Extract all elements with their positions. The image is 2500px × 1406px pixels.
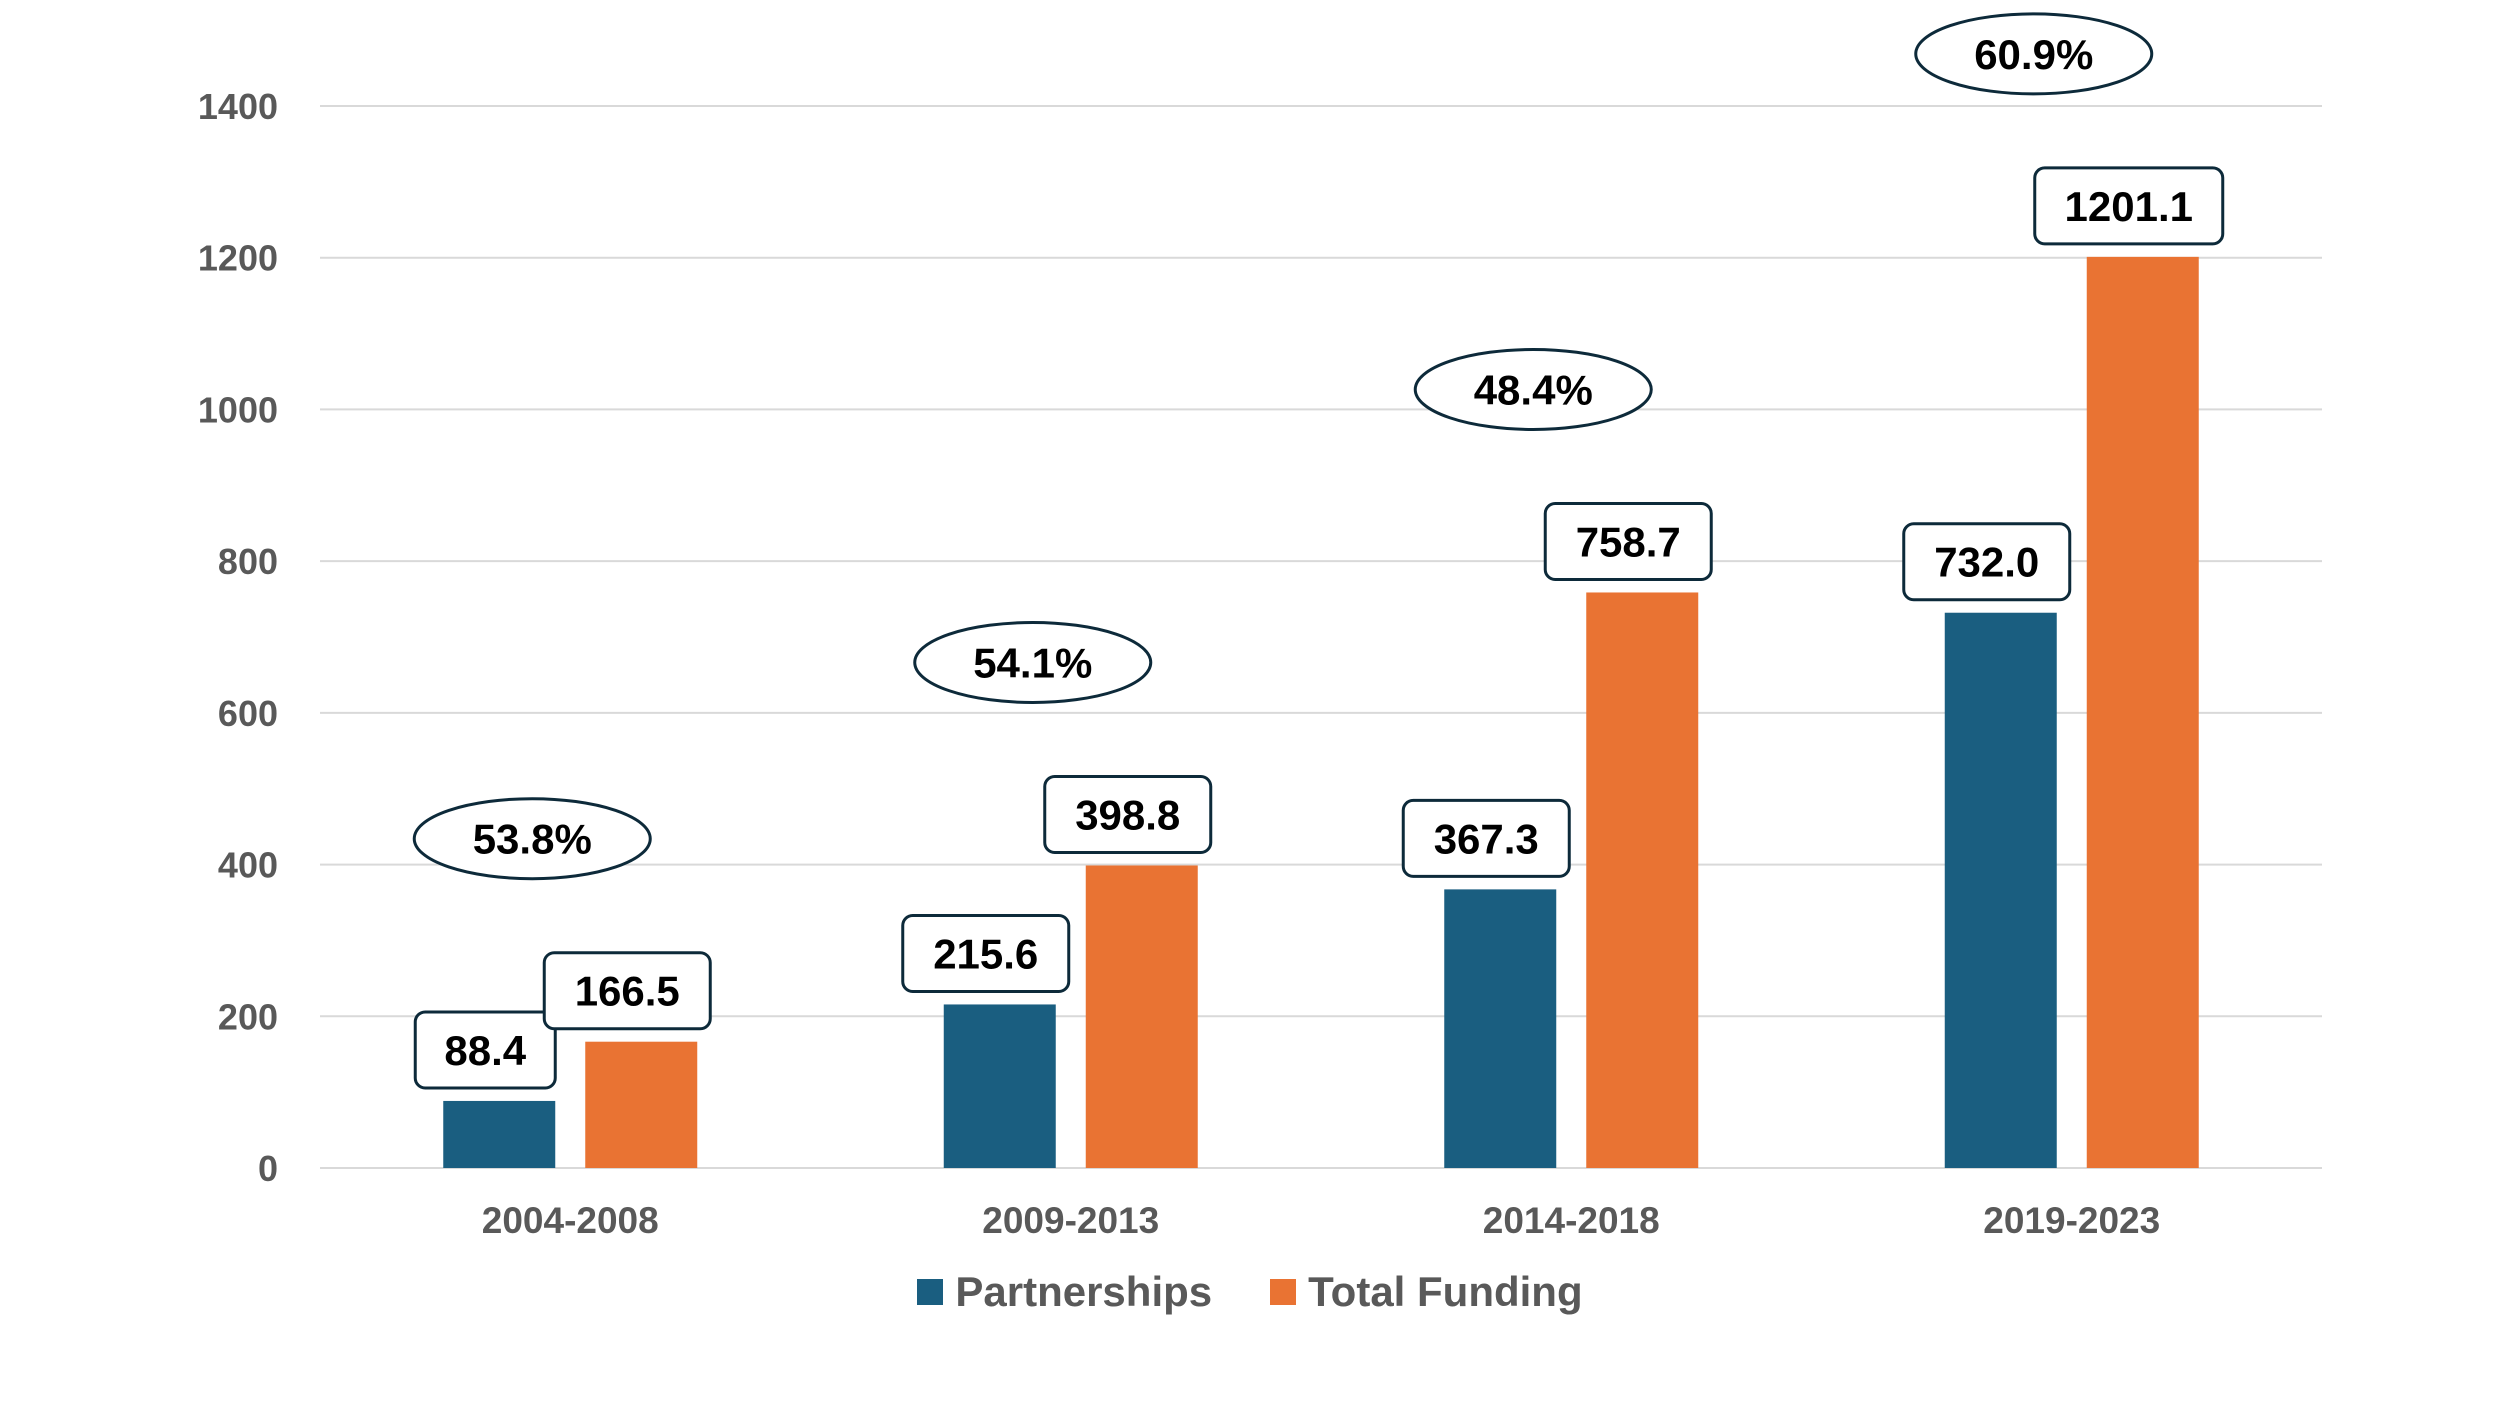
bar-total-funding-2004-2008[interactable] (585, 1041, 698, 1168)
callout-percent: 54.1% (973, 639, 1092, 686)
bar-partnerships-2009-2013[interactable] (943, 1004, 1056, 1168)
bar-partnerships-2014-2018[interactable] (1444, 889, 1557, 1168)
bar-total-funding-2009-2013[interactable] (1085, 865, 1198, 1168)
data-label-box (542, 951, 712, 1031)
y-tick-label: 1200 (198, 238, 278, 279)
callout-ellipse (1413, 347, 1653, 431)
y-tick-label: 400 (218, 845, 278, 886)
data-label: 166.5 (575, 968, 680, 1015)
y-tick-label: 200 (218, 996, 278, 1037)
y-tick-label: 0 (258, 1148, 278, 1189)
bar-partnerships-2019-2023[interactable] (1944, 612, 2057, 1168)
legend-label-partnerships: Partnerships (955, 1268, 1213, 1315)
data-label-box (413, 1010, 557, 1090)
legend-label-total-funding: Total Funding (1308, 1268, 1583, 1315)
x-category-label: 2004-2008 (482, 1200, 659, 1241)
callout-percent: 60.9% (1974, 31, 2093, 78)
bar-partnerships-2004-2008[interactable] (443, 1100, 556, 1168)
callout-ellipse (1914, 12, 2154, 96)
legend-swatch-total-funding (1270, 1279, 1297, 1305)
y-tick-label: 1400 (198, 86, 278, 127)
data-label-box (2033, 166, 2225, 246)
data-label-box (1902, 522, 2072, 602)
data-label: 215.6 (933, 930, 1038, 977)
data-label: 1201.1 (2065, 183, 2193, 230)
x-category-label: 2014-2018 (1483, 1200, 1660, 1241)
legend-swatch-partnerships (917, 1279, 944, 1305)
data-label: 88.4 (444, 1027, 526, 1074)
data-label: 398.8 (1075, 791, 1180, 838)
callout-ellipse (412, 797, 652, 881)
y-tick-label: 600 (218, 693, 278, 734)
x-category-label: 2009-2013 (982, 1200, 1159, 1241)
legend-item-total-funding[interactable]: Total Funding (1270, 1266, 1583, 1318)
data-label-box (1401, 798, 1571, 878)
data-label: 758.7 (1576, 518, 1681, 565)
chart-legend: Partnerships Total Funding (0, 1266, 2500, 1318)
callout-ellipse (913, 620, 1153, 704)
bar-total-funding-2019-2023[interactable] (2086, 256, 2199, 1168)
data-label: 732.0 (1934, 539, 2039, 586)
callout-percent: 53.8% (473, 816, 592, 863)
data-label-box (1043, 774, 1213, 854)
data-label: 367.3 (1434, 815, 1539, 862)
bar-total-funding-2014-2018[interactable] (1586, 592, 1699, 1168)
legend-item-partnerships[interactable]: Partnerships (917, 1266, 1212, 1318)
callout-percent: 48.4% (1474, 366, 1593, 413)
y-tick-label: 1000 (198, 389, 278, 430)
data-label-box (901, 913, 1071, 993)
x-category-label: 2019-2023 (1983, 1200, 2160, 1241)
y-tick-label: 800 (218, 541, 278, 582)
data-label-box (1543, 501, 1713, 581)
